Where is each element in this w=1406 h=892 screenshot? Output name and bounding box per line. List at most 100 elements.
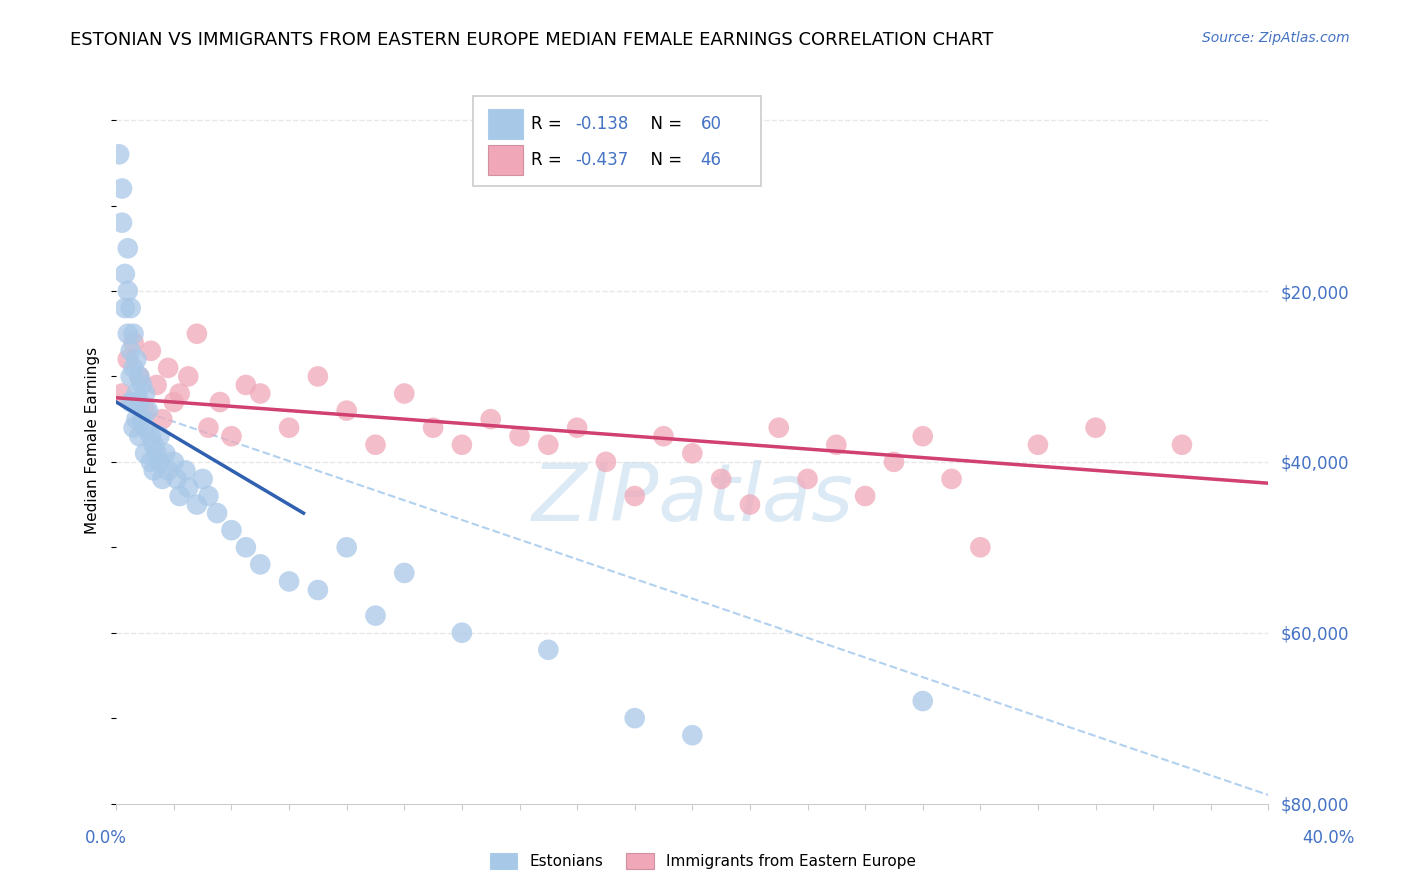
Point [108,147,131,161]
Point [111,386,134,401]
Point [117,241,139,255]
Point [249,558,271,572]
Point [1171,438,1194,452]
FancyBboxPatch shape [488,109,523,139]
Point [120,343,142,358]
Point [307,582,329,597]
Point [114,301,136,315]
Point [134,386,156,401]
Point [364,608,387,623]
Point [197,489,219,503]
Point [1026,438,1049,452]
Point [537,438,560,452]
Point [652,429,675,443]
Point [120,369,142,384]
Point [941,472,963,486]
FancyBboxPatch shape [474,95,762,186]
Point [120,301,142,315]
Point [111,181,134,195]
Point [768,420,790,434]
Point [177,481,200,495]
Point [191,472,214,486]
Point [122,360,145,375]
Point [221,523,243,537]
Point [336,541,359,555]
Point [157,463,180,477]
Point [117,352,139,367]
Point [125,386,148,401]
Point [134,420,156,434]
Text: 40.0%: 40.0% [1302,829,1355,847]
Point [128,429,150,443]
Point [155,446,177,460]
Point [221,429,243,443]
Point [853,489,876,503]
Point [148,455,170,469]
Point [128,395,150,409]
Point [122,335,145,350]
Text: ZIPatlas: ZIPatlas [531,459,853,538]
Point [623,489,645,503]
Point [166,472,188,486]
Point [911,694,934,708]
Point [114,267,136,281]
Point [136,403,159,417]
Point [128,369,150,384]
Point [157,360,180,375]
Point [205,506,228,520]
Point [134,403,156,417]
Point [394,386,416,401]
Point [451,438,474,452]
Point [479,412,502,426]
Text: R =: R = [531,152,567,169]
Point [883,455,905,469]
Point [796,472,818,486]
Point [163,455,186,469]
Point [111,216,134,230]
Point [186,326,208,341]
Point [681,728,703,742]
Point [177,369,200,384]
Point [710,472,733,486]
Point [1084,420,1107,434]
Point [169,489,191,503]
Text: 60: 60 [700,115,721,133]
Text: N =: N = [641,152,688,169]
Point [125,352,148,367]
Point [125,412,148,426]
Point [235,378,257,392]
Point [595,455,617,469]
Point [134,446,156,460]
Text: R =: R = [531,115,567,133]
Point [169,386,191,401]
Point [122,420,145,434]
Text: -0.138: -0.138 [575,115,628,133]
Point [145,378,167,392]
Text: 0.0%: 0.0% [84,829,127,847]
Point [174,463,197,477]
Point [278,574,301,589]
Point [142,463,165,477]
Text: Source: ZipAtlas.com: Source: ZipAtlas.com [1202,31,1350,45]
Point [911,429,934,443]
Point [131,378,153,392]
Point [364,438,387,452]
Point [117,284,139,298]
Point [235,541,257,555]
Point [738,498,761,512]
Point [451,625,474,640]
Text: -0.437: -0.437 [575,152,628,169]
Point [508,429,530,443]
Text: 46: 46 [700,152,721,169]
Point [128,369,150,384]
Point [122,395,145,409]
Point [120,395,142,409]
Point [145,446,167,460]
Point [139,455,162,469]
Point [565,420,588,434]
Point [681,446,703,460]
Text: ESTONIAN VS IMMIGRANTS FROM EASTERN EUROPE MEDIAN FEMALE EARNINGS CORRELATION CH: ESTONIAN VS IMMIGRANTS FROM EASTERN EURO… [70,31,994,49]
Point [186,498,208,512]
Text: N =: N = [641,115,688,133]
Point [139,343,162,358]
